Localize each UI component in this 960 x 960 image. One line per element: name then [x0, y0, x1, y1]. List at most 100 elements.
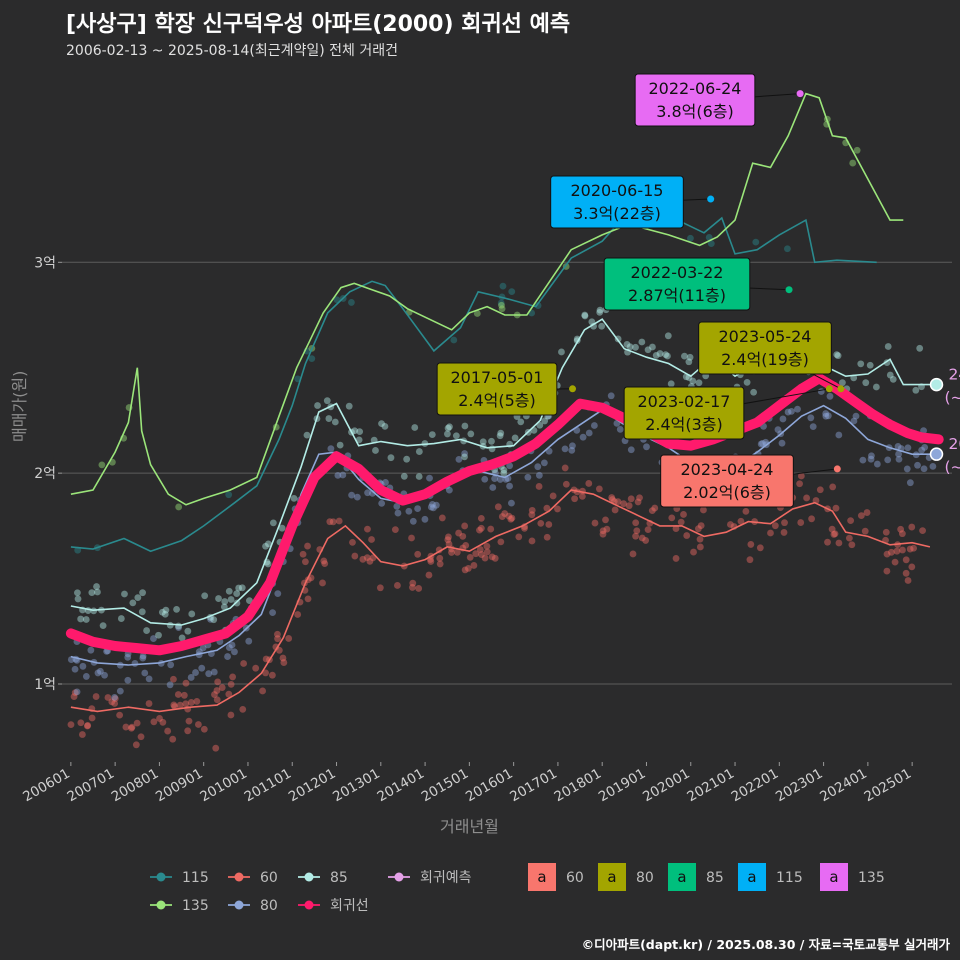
- transaction-point: [164, 727, 172, 735]
- transaction-point: [264, 540, 272, 548]
- transaction-point: [652, 351, 660, 359]
- transaction-point: [215, 595, 222, 602]
- transaction-point: [145, 675, 153, 683]
- legend-point-key: [156, 900, 166, 910]
- transaction-point: [79, 662, 87, 670]
- transaction-point: [696, 535, 704, 543]
- transaction-point: [534, 463, 542, 471]
- transaction-point: [554, 505, 561, 513]
- transaction-point: [171, 703, 178, 710]
- transaction-point: [269, 609, 276, 617]
- transaction-point: [629, 550, 637, 558]
- x-tick-label: 201501: [419, 766, 472, 806]
- transaction-point: [893, 547, 901, 555]
- transaction-point: [213, 687, 221, 694]
- transaction-point: [599, 527, 607, 535]
- transaction-point: [596, 306, 604, 314]
- transaction-point: [138, 608, 146, 616]
- transaction-point: [638, 534, 646, 542]
- transaction-point: [506, 462, 514, 470]
- transaction-point: [662, 351, 670, 359]
- transaction-point: [150, 718, 158, 726]
- transaction-point: [664, 332, 672, 340]
- transaction-point: [461, 566, 469, 574]
- transaction-point: [916, 344, 924, 352]
- transaction-point: [895, 455, 903, 463]
- transaction-point: [578, 493, 586, 500]
- transaction-point: [233, 590, 241, 598]
- legend-item-line: 회귀선: [298, 898, 369, 914]
- transaction-point: [540, 459, 548, 467]
- transaction-point: [335, 517, 343, 525]
- transaction-point: [822, 410, 830, 417]
- transaction-point: [808, 515, 815, 523]
- transaction-point: [414, 550, 422, 558]
- transaction-point: [319, 579, 326, 587]
- transaction-point: [391, 526, 399, 534]
- transaction-point: [642, 537, 650, 544]
- transaction-point: [259, 687, 266, 695]
- chart-subtitle: 2006-02-13 ~ 2025-08-14(최근계약일) 전체 거래건: [66, 43, 398, 59]
- transaction-point: [229, 673, 237, 681]
- transaction-point: [634, 498, 642, 506]
- transaction-point: [77, 615, 85, 623]
- transaction-point: [524, 473, 532, 481]
- annotation-box: [660, 454, 794, 508]
- transaction-point: [543, 504, 551, 512]
- transaction-point: [537, 519, 545, 527]
- transaction-point: [104, 694, 112, 701]
- transaction-point: [672, 525, 680, 532]
- transaction-point: [536, 421, 544, 429]
- transaction-point: [274, 630, 281, 638]
- annotation-value: 3.8억(6층): [656, 102, 734, 121]
- transaction-point: [632, 532, 640, 540]
- transaction-point: [543, 533, 551, 541]
- transaction-point: [921, 443, 929, 451]
- transaction-point: [750, 388, 758, 396]
- transaction-point: [830, 531, 838, 538]
- transaction-point: [101, 671, 108, 679]
- transaction-point: [334, 471, 342, 479]
- transaction-point: [79, 731, 86, 738]
- transaction-point: [327, 445, 335, 453]
- annotation-value: 2.4억(3층): [645, 415, 723, 434]
- transaction-point: [483, 542, 491, 550]
- transaction-point: [867, 455, 875, 463]
- legend-item-line: 115: [150, 870, 209, 886]
- transaction-point: [187, 674, 195, 681]
- transaction-point: [325, 415, 333, 422]
- transaction-point: [899, 546, 906, 554]
- transaction-point: [558, 348, 565, 356]
- transaction-point: [116, 687, 124, 695]
- transaction-point: [461, 422, 469, 430]
- transaction-point: [651, 504, 659, 512]
- transaction-point: [200, 725, 208, 733]
- transaction-point: [170, 701, 178, 709]
- legend-label: 60: [260, 870, 278, 886]
- legend-item-line: 85: [298, 870, 348, 886]
- transaction-point: [817, 388, 825, 395]
- transaction-point: [116, 711, 124, 719]
- transaction-point: [225, 690, 233, 698]
- transaction-point: [429, 500, 436, 508]
- transaction-point: [835, 431, 843, 439]
- transaction-point: [571, 495, 579, 503]
- transaction-point: [99, 622, 107, 629]
- transaction-point: [452, 432, 460, 440]
- transaction-point: [521, 524, 528, 532]
- transaction-point: [280, 659, 288, 666]
- transaction-point: [906, 545, 914, 553]
- transaction-point: [788, 407, 795, 415]
- legend-item-line: 135: [150, 898, 209, 914]
- transaction-point: [581, 311, 589, 319]
- transaction-point: [498, 305, 506, 313]
- transaction-point: [505, 512, 513, 520]
- transaction-point: [184, 627, 192, 635]
- transaction-point: [689, 377, 697, 385]
- transaction-point: [636, 494, 643, 502]
- transaction-point: [210, 668, 218, 676]
- transaction-point: [784, 408, 792, 416]
- transaction-point: [175, 503, 183, 511]
- transaction-point: [393, 502, 401, 510]
- transaction-point: [182, 679, 190, 687]
